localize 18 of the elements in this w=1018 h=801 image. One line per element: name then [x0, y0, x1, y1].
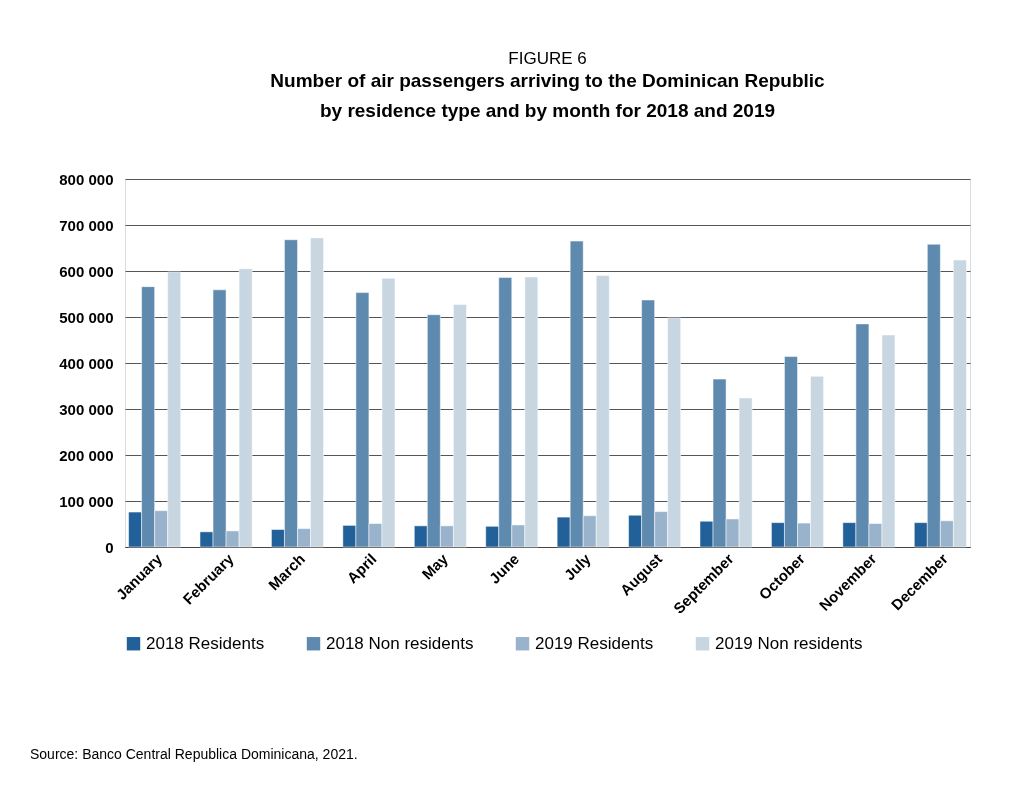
y-tick-label: 800 000 [59, 170, 114, 188]
y-tick-label: 500 000 [59, 308, 114, 326]
legend-label: 2018 Non residents [326, 633, 474, 653]
source-note: Source: Banco Central Republica Dominicana, 2021. [30, 746, 358, 762]
chart-subtitle: Number of air passengers arriving to the Dominican Republic by residence type and by month for 2018 and 2019 [270, 70, 826, 121]
y-tick-label: 400 000 [59, 354, 114, 372]
x-tick-label: July [560, 549, 595, 584]
y-tick-label: 100 000 [59, 492, 114, 510]
legend-label: 2019 Non residents [715, 633, 863, 653]
x-tick-label: May [418, 549, 452, 583]
chart-title: FIGURE 6 [508, 49, 587, 68]
legend-label: 2018 Residents [146, 633, 265, 653]
y-tick-label: 300 000 [59, 400, 114, 418]
y-tick-label: 700 000 [59, 216, 114, 234]
y-tick-label: 200 000 [59, 446, 114, 464]
legend-label: 2019 Residents [535, 633, 654, 653]
y-tick-label: 600 000 [59, 262, 114, 280]
y-tick-label: 0 [105, 538, 114, 556]
